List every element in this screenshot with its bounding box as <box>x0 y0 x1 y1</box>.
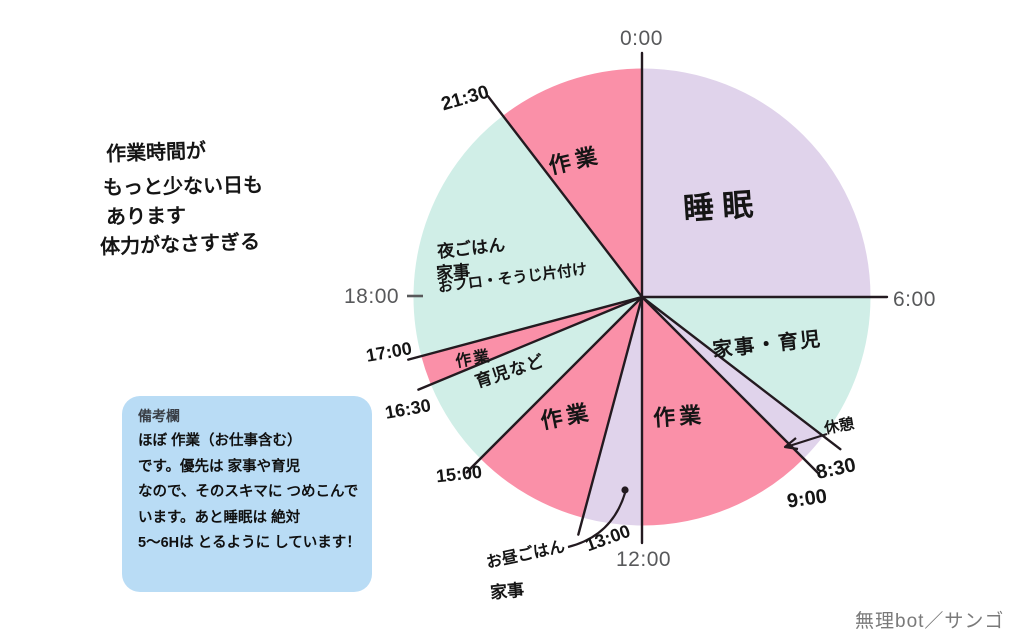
slice-boundary-line <box>486 95 644 299</box>
side-note-line: 作業時間が <box>105 140 207 166</box>
axis-label-18: 18:00 <box>344 285 400 308</box>
break-arrow-line <box>785 432 828 449</box>
slice-boundary-line <box>417 295 644 391</box>
slice-boundary-line <box>577 295 644 536</box>
slice-boundary-line <box>640 295 842 451</box>
slice-boundary-line <box>465 295 644 474</box>
pie-slice <box>640 296 871 437</box>
credit-text: 無理bot／サンゴ <box>855 611 1005 632</box>
remarks-line: います。あと睡眠は 絶対 <box>138 509 301 526</box>
side-note-line: あります <box>105 205 187 229</box>
break-arrow-head <box>783 437 799 451</box>
axis-label-0: 0:00 <box>620 27 663 50</box>
pie-slice <box>480 295 643 518</box>
axis-label-12: 12:00 <box>616 548 672 571</box>
pie-slice <box>641 295 804 526</box>
slice-label-sleep: 睡眠 <box>682 186 763 227</box>
remarks-box: 備考欄 ほぼ 作業（お仕事含む） です。優先は 家事や育児 なので、そのスキマに… <box>122 396 372 592</box>
lunch-arrow-line <box>567 492 627 549</box>
lunch-arrow-dot <box>621 486 629 494</box>
side-note-line: もっと少ない日も <box>102 174 264 200</box>
remarks-line: なので、そのスキマに つめこんで <box>138 484 359 500</box>
remarks-line: です。優先は 家事や育児 <box>138 458 301 475</box>
remarks-title: 備考欄 <box>138 408 180 424</box>
slice-boundary-line <box>407 295 644 361</box>
pie-slices <box>413 68 871 526</box>
side-note-line: 体力がなさすぎる <box>99 231 261 259</box>
remarks-line: 5〜6Hは とるように しています！ <box>138 535 361 551</box>
slice-label-lunch-line2: 家事 <box>489 580 525 603</box>
slice-boundary-lines <box>407 51 889 545</box>
pie-slice <box>641 68 871 298</box>
axis-label-6: 6:00 <box>893 288 936 311</box>
remarks-line: ほぼ 作業（お仕事含む） <box>138 433 302 449</box>
pie-slice <box>413 115 643 357</box>
slice-label-work-morning: 作業 <box>652 402 706 431</box>
pie-slice <box>502 68 643 299</box>
